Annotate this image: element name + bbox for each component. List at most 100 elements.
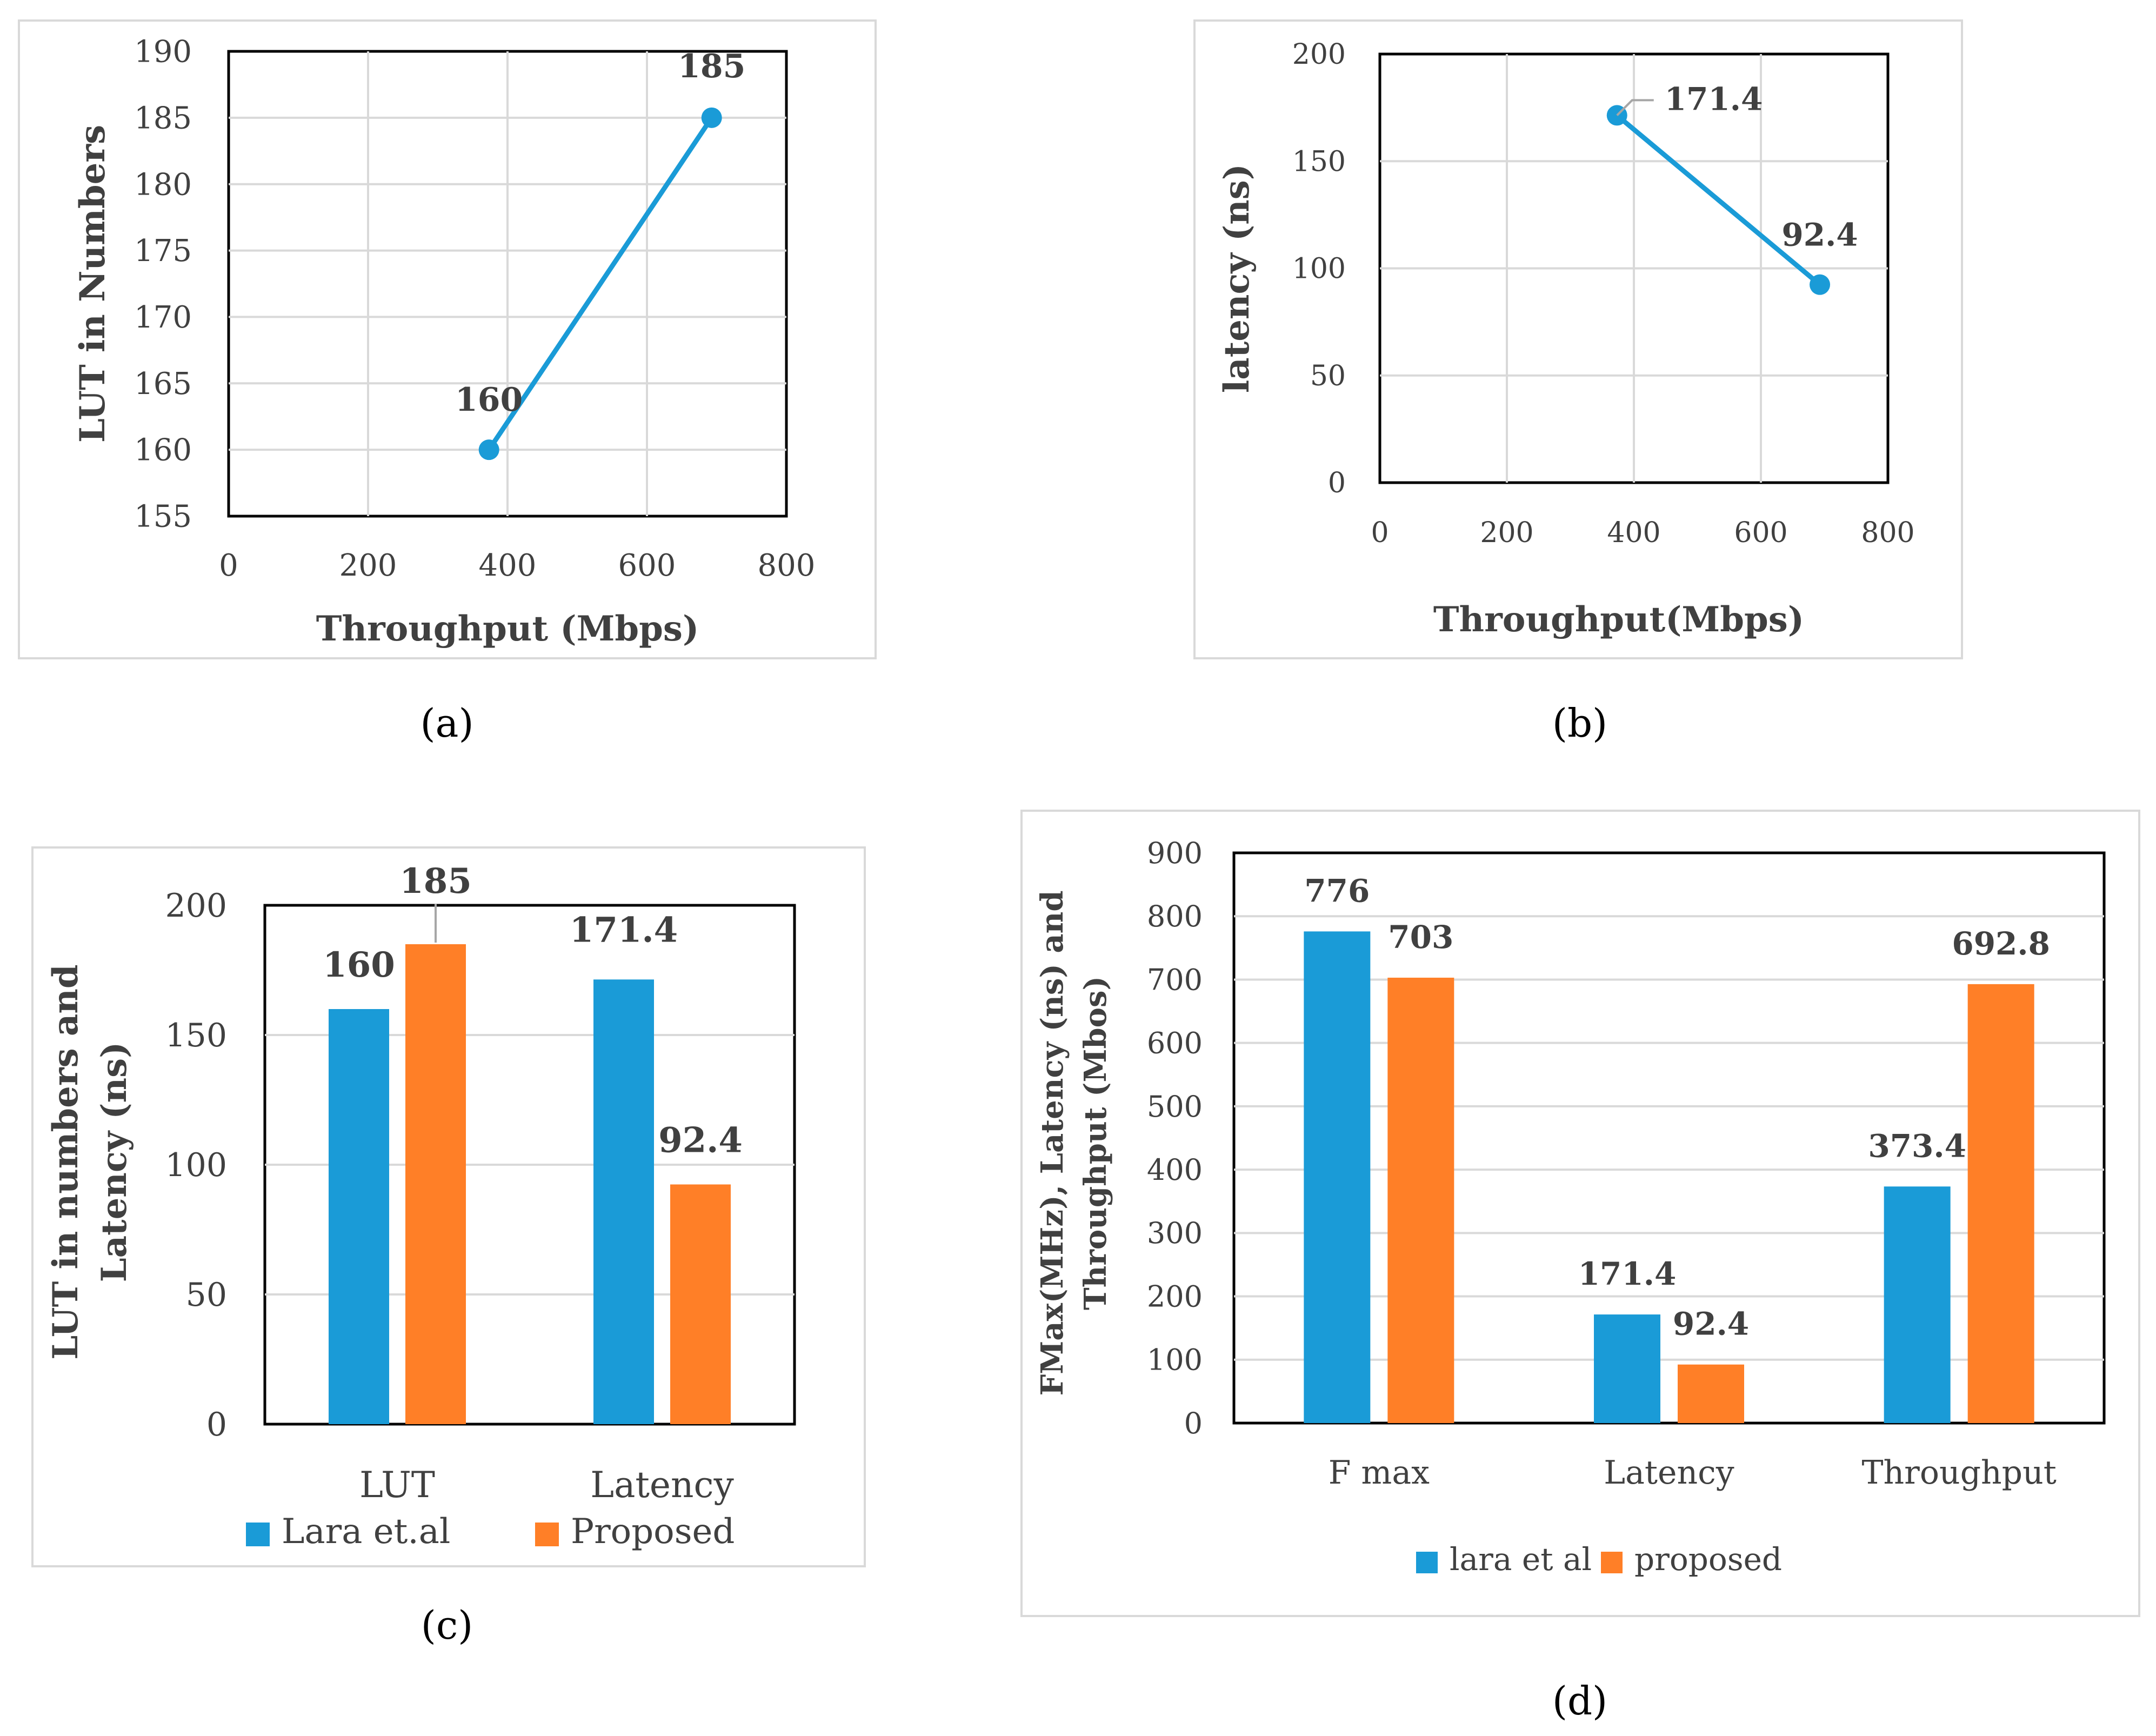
chart-b: 0 200 400 600 800 0 50 100 150 200 171.4 92.4 Thr… <box>1193 19 1963 746</box>
chart-d-category-1: Latency <box>1604 1454 1734 1492</box>
chart-c-y-tick-150: 150 <box>165 1017 227 1054</box>
chart-d-bar-1-1 <box>1678 1364 1744 1423</box>
chart-d-bar-0-0 <box>1304 931 1371 1423</box>
chart-a-x-tick-200: 200 <box>339 548 397 583</box>
chart-d-data-label-1-2: 692.8 <box>1952 925 2050 962</box>
chart-b-x-ticks: 0 200 400 600 800 <box>1371 517 1914 549</box>
chart-a-y-tick-185: 185 <box>134 101 192 136</box>
chart-a-y-tick-190: 190 <box>134 35 192 70</box>
chart-d-frame <box>1020 810 2140 1617</box>
chart-d-bar-0-1 <box>1594 1314 1660 1423</box>
chart-c-y-tick-200: 200 <box>165 887 227 925</box>
chart-d-y-tick-300: 300 <box>1147 1216 1203 1250</box>
chart-a-frame <box>18 19 877 659</box>
chart-d-legend-label-0: lara et al <box>1450 1541 1592 1578</box>
chart-a-x-tick-400: 400 <box>479 548 537 583</box>
chart-a-x-tick-600: 600 <box>618 548 676 583</box>
chart-c-data-labels: 160 185 171.4 92.4 <box>323 861 743 1160</box>
chart-d-y-tick-200: 200 <box>1147 1279 1203 1313</box>
chart-a-y-axis-label: LUT in Numbers <box>72 125 113 443</box>
chart-b-y-tick-200: 200 <box>1292 38 1346 71</box>
chart-a-caption: (a) <box>420 700 473 746</box>
chart-a-series: 160 185 <box>455 48 745 460</box>
chart-b-leader-line <box>1616 99 1654 116</box>
chart-d-horizontal-gridlines <box>1234 915 2104 1361</box>
chart-c-legend-swatch-1 <box>535 1523 559 1546</box>
chart-c-bar-0-1 <box>593 979 654 1424</box>
chart-c-y-tick-50: 50 <box>186 1276 227 1314</box>
chart-d-y-tick-0: 0 <box>1184 1406 1203 1440</box>
chart-d-y-axis-label-line-2: Throughput (Mbos) <box>1078 976 1113 1310</box>
chart-b-y-ticks: 0 50 100 150 200 <box>1292 38 1346 499</box>
chart-d-legend: lara et al proposed <box>1416 1541 1782 1578</box>
chart-b-y-tick-50: 50 <box>1310 360 1346 392</box>
chart-a-y-tick-160: 160 <box>134 433 192 468</box>
chart-d-y-axis-label: FMax(MHz), Latency (ns) and Throughput (… <box>1034 891 1113 1396</box>
chart-a-x-tick-0: 0 <box>219 548 238 583</box>
chart-b-x-tick-0: 0 <box>1371 517 1389 549</box>
chart-c-data-label-1-0: 185 <box>399 861 472 902</box>
chart-d-y-tick-800: 800 <box>1147 899 1203 933</box>
chart-a-x-tick-800: 800 <box>758 548 816 583</box>
chart-d-category-labels: F max Latency Throughput <box>1329 1454 2057 1492</box>
chart-b-frame <box>1193 19 1963 659</box>
chart-b-x-tick-600: 600 <box>1734 517 1787 549</box>
chart-c-y-axis-label-line-1: LUT in numbers and <box>45 964 86 1359</box>
chart-b-y-tick-0: 0 <box>1328 467 1346 499</box>
chart-b-x-tick-400: 400 <box>1607 517 1660 549</box>
chart-c-y-ticks: 0 50 100 150 200 <box>165 887 227 1444</box>
chart-d-category-2: Throughput <box>1862 1454 2057 1492</box>
chart-d-y-tick-500: 500 <box>1147 1090 1203 1124</box>
chart-c-category-1: Latency <box>590 1464 734 1506</box>
chart-a-y-tick-170: 170 <box>134 300 192 335</box>
chart-d-y-tick-100: 100 <box>1147 1343 1203 1377</box>
chart-d-y-tick-400: 400 <box>1147 1153 1203 1187</box>
chart-d-data-label-0-1: 171.4 <box>1578 1256 1677 1292</box>
chart-c-data-label-0-1: 171.4 <box>570 910 678 950</box>
chart-d-legend-label-1: proposed <box>1634 1541 1782 1578</box>
chart-d-bar-0-2 <box>1884 1186 1951 1423</box>
chart-b-x-axis-label: Throughput(Mbps) <box>1433 599 1804 640</box>
chart-c-legend-label-1: Proposed <box>571 1512 735 1552</box>
chart-a-data-label-1: 185 <box>678 48 745 85</box>
chart-d-data-label-1-0: 703 <box>1388 919 1453 956</box>
chart-b-data-label-1: 92.4 <box>1781 217 1858 253</box>
chart-a-y-tick-180: 180 <box>134 167 192 202</box>
chart-d-caption: (d) <box>1552 1678 1607 1724</box>
chart-d-y-tick-700: 700 <box>1147 963 1203 997</box>
chart-d-y-ticks: 0 100 200 300 400 500 600 700 800 900 <box>1147 836 1203 1440</box>
chart-c-bar-1-0 <box>405 944 466 1424</box>
chart-c-category-labels: LUT Latency <box>359 1464 734 1506</box>
chart-d-y-tick-900: 900 <box>1147 836 1203 870</box>
chart-d-y-tick-600: 600 <box>1147 1026 1203 1060</box>
chart-a-y-tick-165: 165 <box>134 366 192 402</box>
chart-c-data-label-1-1: 92.4 <box>658 1120 743 1160</box>
chart-b-caption: (b) <box>1552 700 1607 746</box>
chart-d-y-axis-label-line-1: FMax(MHz), Latency (ns) and <box>1034 891 1070 1396</box>
chart-a-series-line <box>486 116 714 451</box>
chart-d-data-label-0-0: 776 <box>1304 872 1370 909</box>
chart-c-bar-0-0 <box>329 1009 389 1424</box>
chart-a-data-label-0: 160 <box>455 381 523 419</box>
chart-d-category-0: F max <box>1329 1454 1430 1492</box>
chart-c-legend: Lara et.al Proposed <box>246 1512 735 1552</box>
chart-b-series: 171.4 92.4 <box>1606 81 1858 295</box>
chart-b-y-axis-label: latency (ns) <box>1217 164 1257 393</box>
chart-d-data-label-0-2: 373.4 <box>1868 1127 1966 1164</box>
chart-d-legend-swatch-1 <box>1601 1552 1623 1573</box>
chart-b-y-tick-150: 150 <box>1292 145 1346 178</box>
chart-a-y-tick-155: 155 <box>134 499 192 535</box>
chart-c-y-tick-0: 0 <box>206 1406 227 1444</box>
chart-c-y-tick-100: 100 <box>165 1146 227 1184</box>
chart-d-data-labels: 776 703 171.4 92.4 373.4 692.8 <box>1304 872 2050 1342</box>
chart-b-series-line <box>1615 113 1821 287</box>
chart-a: 0 200 400 600 800 155 160 165 170 175 180 185 190 1… <box>18 19 877 746</box>
chart-a-point-1 <box>701 107 722 128</box>
chart-d: 0 100 200 300 400 500 600 700 800 900 F max Latenc… <box>1020 810 2140 1724</box>
chart-d-legend-swatch-0 <box>1416 1552 1438 1573</box>
chart-c-category-0: LUT <box>359 1464 435 1506</box>
chart-a-x-ticks: 0 200 400 600 800 <box>219 548 815 583</box>
chart-d-plot-area <box>1232 851 2106 1425</box>
chart-d-data-label-1-1: 92.4 <box>1673 1306 1749 1343</box>
